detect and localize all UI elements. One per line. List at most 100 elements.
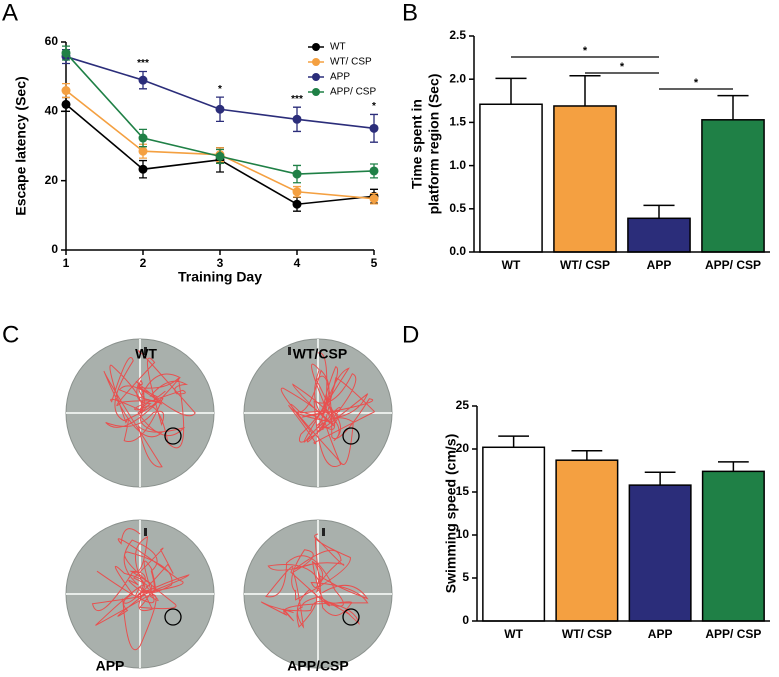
panel-label: B (402, 0, 418, 26)
point (215, 104, 225, 114)
x-tick-label: WT/ CSP (560, 258, 610, 272)
point (138, 146, 148, 156)
animal (144, 528, 147, 536)
point (215, 151, 225, 161)
bar (482, 446, 546, 622)
bar (701, 470, 765, 622)
bar (479, 103, 543, 253)
x-tick-label: 5 (371, 256, 378, 270)
point (138, 75, 148, 85)
legend-label: APP (330, 72, 350, 83)
x-tick-label: 1 (63, 256, 70, 270)
y-axis-label: Swimming speed (cm/s) (443, 434, 459, 593)
error-bar (717, 94, 749, 120)
point (292, 114, 302, 124)
y-tick-label: 1.0 (449, 158, 466, 172)
x-tick-label: 2 (140, 256, 147, 270)
y-tick-label: 2.0 (449, 71, 466, 85)
y-tick-label: 20 (45, 173, 59, 187)
y-tick-label: 1.5 (449, 115, 466, 129)
y-tick-label: 0.0 (449, 244, 466, 258)
x-tick-label: WT/ CSP (562, 627, 612, 641)
x-tick-label: APP (648, 627, 673, 641)
x-tick-label: APP/ CSP (705, 258, 761, 272)
swim-path (103, 350, 196, 468)
error-bar (495, 77, 527, 105)
bar (555, 459, 619, 622)
error-bar (643, 204, 675, 219)
error-bar (717, 461, 749, 472)
significance: *** (137, 58, 149, 69)
platform (342, 608, 360, 626)
significance: * (583, 45, 588, 57)
swim-label: WT (135, 346, 157, 362)
x-tick-label: WT (504, 627, 523, 641)
swim-path (91, 528, 190, 651)
y-axis-label: Escape latency (Sec) (13, 76, 29, 215)
legend-marker (312, 88, 320, 96)
x-tick-label: 4 (294, 256, 301, 270)
legend-label: APP/ CSP (330, 87, 376, 98)
swim-label: APP (96, 658, 125, 674)
platform (164, 608, 182, 626)
legend-label: WT (330, 42, 346, 53)
y-tick-label: 60 (45, 34, 59, 48)
legend-marker (312, 73, 320, 81)
legend-label: WT/ CSP (330, 57, 372, 68)
error-bar (644, 471, 676, 486)
swim-path-panel (65, 338, 393, 669)
animal (288, 347, 291, 355)
panel-label: C (2, 321, 19, 348)
swim-label: WT/CSP (293, 346, 347, 362)
swim-path (260, 533, 369, 629)
bar (701, 119, 765, 253)
animal (322, 528, 325, 536)
error-bar (571, 449, 603, 461)
platform (164, 427, 182, 445)
point (138, 164, 148, 174)
point (61, 86, 71, 96)
swim-path (280, 352, 376, 467)
panel-label: D (402, 321, 419, 348)
point (369, 194, 379, 204)
x-axis-label: Training Day (178, 269, 262, 285)
point (292, 169, 302, 179)
y-tick-label: 20 (456, 441, 470, 455)
legend-marker (312, 43, 320, 51)
point (138, 133, 148, 143)
bar (628, 484, 692, 622)
y-tick-label: 0.5 (449, 201, 466, 215)
y-tick-label: 2.5 (449, 28, 466, 42)
swim-label: APP/CSP (287, 658, 348, 674)
point (61, 48, 71, 58)
legend-marker (312, 58, 320, 66)
x-tick-label: 3 (217, 256, 224, 270)
bar (627, 217, 691, 253)
x-tick-label: APP/ CSP (705, 627, 761, 641)
significance: * (620, 61, 625, 73)
error-bar (498, 435, 530, 448)
platform (342, 427, 360, 445)
point (61, 99, 71, 109)
y-tick-label: 5 (462, 570, 469, 584)
significance: * (218, 84, 222, 95)
y-tick-label: 40 (45, 104, 59, 118)
x-tick-label: APP (647, 258, 672, 272)
error-bar (569, 74, 601, 106)
significance: *** (291, 94, 303, 105)
significance: * (694, 77, 699, 89)
y-axis-label: Time spent in (409, 99, 425, 189)
y-tick-label: 0 (51, 242, 58, 256)
y-tick-label: 0 (462, 613, 469, 627)
significance: * (372, 101, 376, 112)
bar (553, 105, 617, 253)
point (369, 166, 379, 176)
y-axis-label: platform region (Sec) (426, 74, 442, 215)
point (292, 199, 302, 209)
y-tick-label: 25 (456, 398, 470, 412)
y-tick-label: 15 (456, 484, 470, 498)
animal (144, 347, 147, 355)
panel-label: A (2, 0, 18, 26)
y-tick-label: 10 (456, 527, 470, 541)
